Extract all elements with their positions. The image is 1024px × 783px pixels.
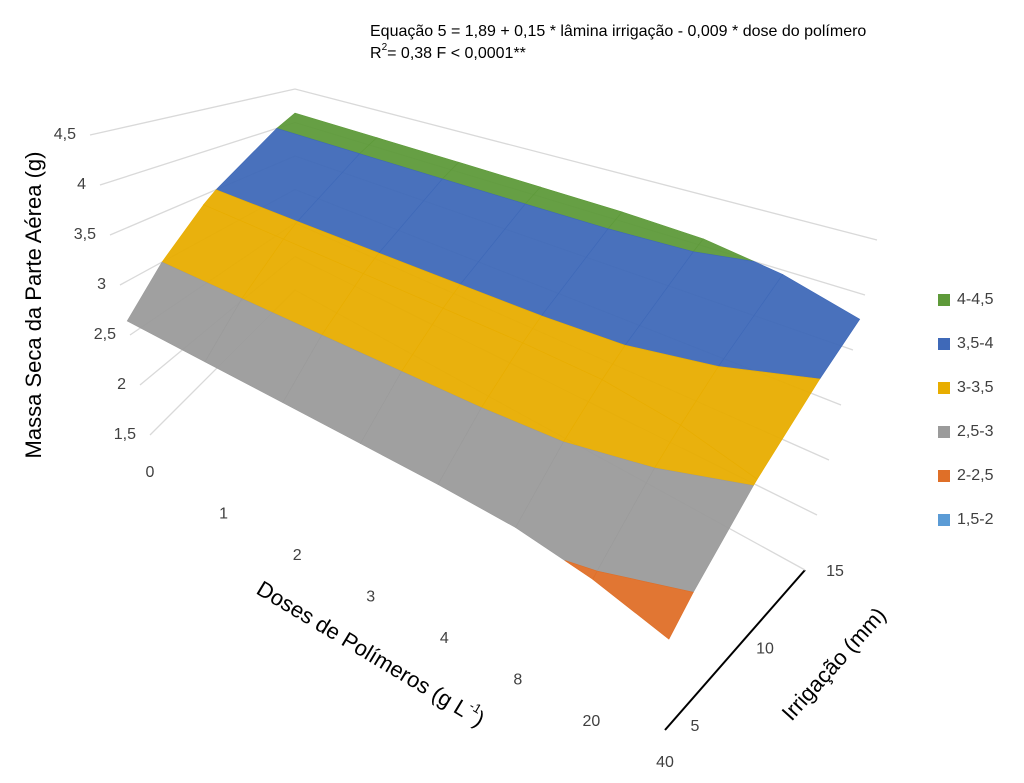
- y-axis-line: [664, 569, 806, 731]
- z-tick-label: 3: [97, 276, 106, 293]
- y-axis-title: Irrigação (mm): [777, 602, 891, 725]
- legend-label: 1,5-2: [957, 511, 994, 528]
- legend-label: 3,5-4: [957, 335, 994, 352]
- z-tick-label: 1,5: [114, 426, 136, 443]
- x-tick-label: 40: [656, 754, 674, 771]
- x-tick-label: 20: [583, 713, 601, 730]
- annotation: Equação 5 = 1,89 + 0,15 * lâmina irrigaç…: [370, 23, 866, 40]
- z-tick-label: 2,5: [94, 326, 116, 343]
- legend-label: 2,5-3: [957, 423, 994, 440]
- annotation-part: R: [370, 45, 382, 62]
- legend-label: 4-4,5: [957, 291, 994, 308]
- grid-line: [89, 88, 878, 241]
- y-tick-label: 15: [826, 563, 844, 580]
- legend-swatch: [938, 382, 950, 394]
- annotation-part: = 0,38 F < 0,0001**: [387, 45, 526, 62]
- z-tick-label: 4,5: [54, 126, 76, 143]
- x-tick-label: 3: [366, 589, 375, 606]
- legend-label: 3-3,5: [957, 379, 994, 396]
- y-tick-label: 10: [756, 641, 774, 658]
- z-tick-label: 4: [77, 176, 86, 193]
- legend-swatch: [938, 470, 950, 482]
- annotation: R2= 0,38 F < 0,0001**: [370, 42, 526, 63]
- legend-swatch: [938, 514, 950, 526]
- legend-label: 2-2,5: [957, 467, 994, 484]
- surface-patch: [592, 570, 694, 640]
- x-tick-label: 0: [146, 464, 155, 481]
- z-tick-label: 3,5: [74, 226, 96, 243]
- annotation-sup: 2: [382, 42, 388, 53]
- z-tick-label: 2: [117, 376, 126, 393]
- x-title-part: Doses de Polímeros (g L: [253, 576, 473, 722]
- x-tick-label: 4: [440, 630, 449, 647]
- x-tick-label: 8: [513, 671, 522, 688]
- z-axis-title: Massa Seca da Parte Aérea (g): [21, 152, 46, 459]
- y-tick-label: 5: [691, 718, 700, 735]
- x-tick-label: 1: [219, 506, 228, 523]
- legend-swatch: [938, 338, 950, 350]
- legend-swatch: [938, 426, 950, 438]
- legend-swatch: [938, 294, 950, 306]
- x-tick-label: 2: [293, 547, 302, 564]
